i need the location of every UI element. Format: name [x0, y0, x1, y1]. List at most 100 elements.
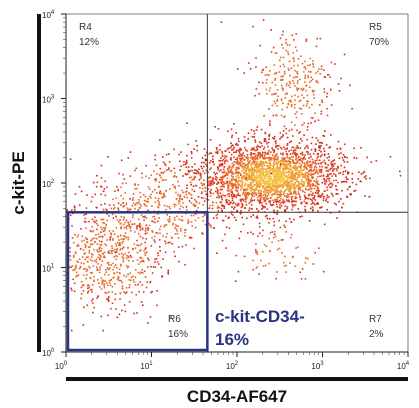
scatter-point	[209, 184, 212, 187]
scatter-point	[237, 180, 240, 183]
scatter-point	[315, 72, 317, 74]
scatter-point	[262, 178, 265, 181]
scatter-point	[320, 150, 322, 153]
scatter-point	[83, 306, 85, 309]
scatter-point	[272, 154, 274, 157]
scatter-point	[315, 182, 318, 184]
scatter-point	[309, 198, 311, 200]
scatter-point	[93, 220, 95, 223]
scatter-point	[216, 166, 219, 169]
scatter-point	[271, 187, 274, 190]
scatter-point	[264, 157, 266, 159]
scatter-point	[232, 144, 234, 147]
scatter-point	[261, 156, 264, 159]
scatter-point	[282, 200, 285, 202]
scatter-point	[249, 183, 252, 186]
scatter-point	[227, 168, 230, 170]
scatter-point	[226, 174, 228, 176]
scatter-point	[73, 206, 76, 209]
scatter-point	[169, 207, 171, 210]
scatter-point	[268, 182, 270, 184]
scatter-point	[283, 261, 285, 264]
scatter-point	[244, 172, 247, 175]
scatter-point	[249, 169, 251, 172]
scatter-point	[264, 206, 266, 208]
scatter-point	[226, 160, 229, 163]
scatter-point	[245, 191, 247, 194]
scatter-point	[327, 74, 329, 76]
scatter-point	[97, 278, 99, 281]
scatter-point	[271, 241, 273, 244]
x-tick-label-4: 104	[397, 361, 410, 371]
scatter-point	[108, 230, 111, 232]
scatter-point	[246, 154, 249, 156]
scatter-point	[209, 224, 212, 226]
scatter-point	[306, 202, 308, 205]
scatter-point	[129, 254, 132, 257]
scatter-point	[297, 186, 299, 189]
scatter-point	[272, 173, 275, 175]
scatter-point	[335, 168, 338, 170]
scatter-point	[285, 163, 288, 165]
scatter-point	[134, 284, 137, 286]
scatter-point	[312, 176, 315, 179]
scatter-point	[303, 71, 305, 73]
scatter-point	[315, 79, 318, 82]
scatter-point	[241, 165, 244, 168]
scatter-point	[163, 226, 166, 228]
scatter-point	[331, 175, 333, 177]
scatter-point	[304, 205, 306, 208]
scatter-point	[205, 163, 207, 166]
scatter-point	[150, 265, 152, 268]
scatter-point	[301, 179, 303, 181]
scatter-point	[317, 172, 319, 175]
scatter-point	[326, 157, 329, 159]
scatter-point	[91, 283, 94, 286]
scatter-point	[239, 199, 242, 201]
scatter-point	[307, 170, 310, 172]
scatter-point	[286, 196, 288, 198]
scatter-point	[268, 179, 271, 181]
scatter-point	[298, 181, 301, 184]
scatter-point	[287, 103, 290, 106]
scatter-point	[239, 155, 241, 157]
scatter-point	[91, 239, 93, 241]
scatter-point	[241, 203, 244, 205]
scatter-point	[261, 69, 264, 71]
scatter-point	[303, 97, 305, 99]
scatter-point	[292, 76, 295, 79]
scatter-point	[169, 241, 171, 244]
scatter-point	[307, 75, 309, 77]
scatter-point	[221, 152, 224, 155]
scatter-point	[272, 165, 274, 167]
scatter-point	[294, 124, 296, 126]
scatter-point	[185, 206, 188, 208]
scatter-point	[293, 178, 296, 180]
scatter-point	[274, 52, 277, 54]
scatter-point	[306, 185, 309, 187]
scatter-point	[375, 160, 378, 162]
scatter-point	[123, 274, 125, 277]
scatter-point	[92, 230, 95, 232]
scatter-point	[252, 156, 255, 159]
scatter-point	[297, 191, 299, 193]
scatter-point	[104, 291, 106, 294]
scatter-point	[288, 129, 291, 132]
scatter-point	[159, 174, 161, 177]
scatter-point	[281, 176, 284, 178]
scatter-point	[282, 56, 285, 59]
scatter-point	[132, 216, 134, 219]
scatter-point	[204, 214, 206, 217]
scatter-point	[328, 177, 331, 180]
scatter-point	[284, 226, 286, 228]
scatter-point	[93, 279, 95, 282]
scatter-point	[259, 179, 262, 181]
scatter-point	[303, 194, 306, 197]
scatter-point	[248, 191, 250, 194]
scatter-point	[142, 259, 144, 262]
scatter-point	[134, 276, 137, 279]
scatter-point	[131, 204, 133, 207]
scatter-point	[242, 175, 244, 178]
scatter-point	[182, 175, 184, 177]
scatter-point	[209, 195, 212, 197]
